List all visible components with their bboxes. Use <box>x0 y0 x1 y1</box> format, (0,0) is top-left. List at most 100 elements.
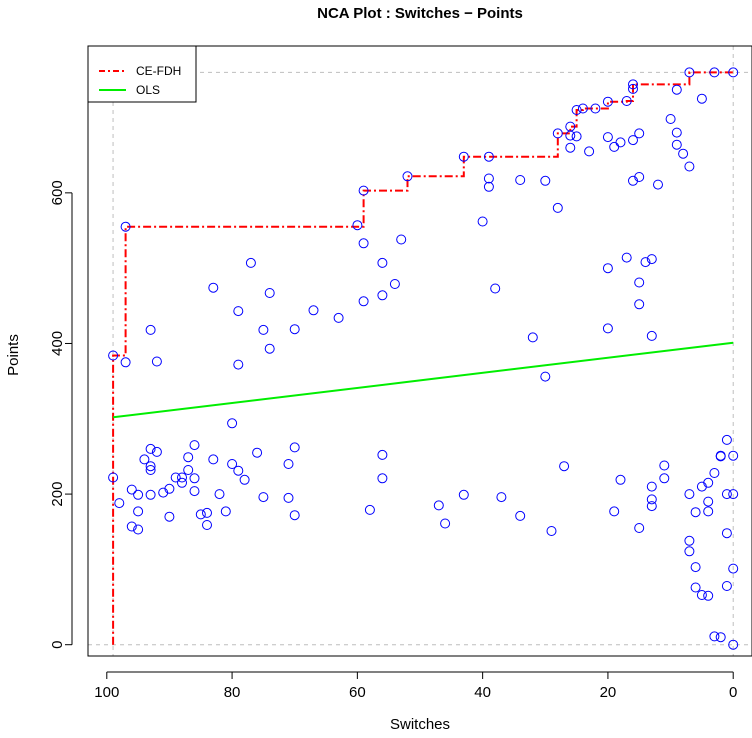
data-point <box>177 477 187 488</box>
y-tick-label: 200 <box>49 482 66 507</box>
data-point <box>333 312 344 323</box>
data-point <box>195 509 206 520</box>
data-point <box>615 137 626 148</box>
data-point <box>584 146 595 157</box>
data-point <box>540 371 551 382</box>
data-point <box>728 563 739 574</box>
points-layer <box>108 67 739 650</box>
data-point <box>609 141 620 152</box>
data-point <box>571 105 582 115</box>
data-point <box>565 142 576 153</box>
data-point <box>164 511 175 522</box>
ce-fdh-line <box>112 71 734 645</box>
legend-ols-label: OLS <box>136 83 160 97</box>
data-point <box>208 454 219 465</box>
data-point <box>377 449 388 460</box>
data-point <box>678 148 689 159</box>
data-point <box>696 590 707 600</box>
x-tick-label: 80 <box>224 684 241 701</box>
chart-title: NCA Plot : Switches − Points <box>317 5 523 22</box>
data-point <box>634 172 645 182</box>
data-point <box>289 442 300 453</box>
data-point <box>108 472 119 483</box>
data-point <box>483 151 494 162</box>
data-point <box>621 252 632 263</box>
legend-box <box>87 45 197 103</box>
data-point <box>728 450 739 461</box>
data-point <box>615 474 626 485</box>
y-axis: 0 200 400 600 <box>49 180 73 649</box>
data-point <box>684 535 695 546</box>
data-point <box>245 257 256 268</box>
data-point <box>239 474 250 485</box>
data-point <box>458 489 469 500</box>
data-point <box>621 96 632 106</box>
data-point <box>283 492 294 503</box>
data-point <box>477 216 488 227</box>
data-point <box>646 254 657 265</box>
data-point <box>233 306 244 317</box>
data-point <box>628 79 638 90</box>
data-point <box>258 492 269 503</box>
data-point <box>377 257 388 268</box>
data-point <box>396 234 407 245</box>
data-point <box>145 443 156 454</box>
legend: CE-FDH OLS <box>87 45 197 103</box>
data-point <box>552 202 563 213</box>
data-point <box>646 481 657 492</box>
x-axis: 100 80 60 40 20 0 <box>94 671 737 701</box>
data-point <box>189 440 200 451</box>
data-point <box>684 489 695 500</box>
data-point <box>389 279 400 289</box>
legend-ce-fdh-label: CE-FDH <box>136 64 181 78</box>
data-point <box>552 128 563 139</box>
data-point <box>151 446 162 457</box>
data-point <box>684 67 695 78</box>
x-tick-label: 0 <box>729 684 737 701</box>
y-tick-label: 0 <box>49 641 66 649</box>
data-point <box>646 494 657 505</box>
data-point <box>527 332 538 343</box>
data-point <box>133 524 144 535</box>
data-point <box>133 506 144 517</box>
data-point <box>308 305 319 316</box>
data-point <box>114 498 125 509</box>
y-tick-label: 600 <box>49 180 66 205</box>
data-point <box>233 465 244 476</box>
data-point <box>634 277 645 288</box>
data-point <box>721 434 732 445</box>
data-point <box>515 175 526 185</box>
data-point <box>220 506 231 517</box>
data-point <box>358 296 369 307</box>
data-point <box>715 450 726 461</box>
data-point <box>252 447 263 458</box>
data-point <box>258 324 269 335</box>
data-point <box>377 290 388 301</box>
data-point <box>659 460 670 471</box>
data-point <box>145 489 156 500</box>
data-point <box>440 518 451 529</box>
data-point <box>602 132 613 143</box>
data-point <box>634 128 645 139</box>
data-point <box>133 489 144 500</box>
data-point <box>709 468 720 478</box>
data-point <box>602 263 613 274</box>
data-point <box>227 418 238 429</box>
data-point <box>703 496 714 507</box>
data-point <box>634 299 645 310</box>
data-point <box>214 489 225 500</box>
data-point <box>577 103 588 114</box>
data-point <box>483 173 494 184</box>
y-axis-label: Points <box>5 334 22 376</box>
data-point <box>164 483 175 494</box>
data-point <box>728 67 739 78</box>
x-tick-label: 60 <box>349 684 366 701</box>
data-point <box>264 288 275 298</box>
data-point <box>540 175 551 186</box>
x-tick-label: 20 <box>600 684 617 701</box>
data-point <box>546 526 557 536</box>
data-point <box>703 590 714 601</box>
data-point <box>628 135 638 146</box>
data-point <box>352 220 363 231</box>
ols-line <box>112 341 734 419</box>
